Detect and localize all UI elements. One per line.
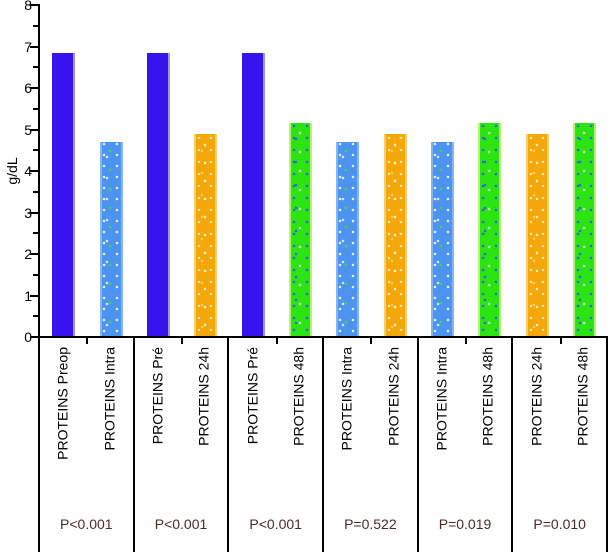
- y-major-tick: [30, 128, 38, 131]
- p-value-label: P<0.001: [154, 516, 208, 532]
- y-minor-tick: [33, 232, 38, 235]
- bar-label: PROTEINS 48h: [290, 347, 307, 446]
- x-axis-line: [38, 336, 608, 338]
- bar-h24: [383, 133, 407, 337]
- x-axis-tick: [86, 338, 89, 344]
- bar-h48: [288, 123, 312, 337]
- y-minor-tick: [33, 190, 38, 193]
- y-tick-label: 2: [24, 246, 32, 262]
- y-minor-tick: [33, 273, 38, 276]
- bar-label: PROTEINS Preop: [54, 347, 71, 460]
- y-tick-label: 0: [24, 329, 32, 345]
- y-major-tick: [30, 87, 38, 89]
- p-value-label: P=0.019: [438, 516, 492, 532]
- y-tick-label: 1: [24, 287, 32, 304]
- group-cell: PROTEINS Intra PROTEINS 24h P=0.522: [322, 338, 417, 552]
- y-tick-label: 3: [24, 204, 32, 221]
- p-value-label: P<0.001: [60, 516, 113, 532]
- y-minor-tick: [33, 24, 38, 27]
- bar-preop: [241, 52, 265, 337]
- group-cell: PROTEINS Pré PROTEINS 24h P<0.001: [132, 338, 228, 552]
- x-axis-tick: [275, 338, 278, 344]
- bar-groups: PROTEINS Preop PROTEINS Intra P<0.001 PROTE…: [38, 338, 608, 552]
- y-major-tick: [30, 4, 38, 6]
- bar-label: PROTEINS Intra: [338, 347, 355, 451]
- bar-intra: [99, 141, 123, 337]
- y-tick-label: 5: [24, 121, 32, 138]
- x-axis-tick: [181, 338, 183, 344]
- bar-label: PROTEINS 24h: [385, 347, 402, 446]
- y-minor-tick: [33, 107, 38, 110]
- bar-intra: [336, 141, 360, 337]
- bar-preop: [52, 52, 76, 337]
- bar-label: PROTEINS Pré: [149, 347, 166, 445]
- x-axis-tick: [559, 338, 562, 344]
- bar-preop: [146, 52, 170, 337]
- y-tick-label: 8: [24, 0, 32, 13]
- bar-intra: [430, 141, 454, 337]
- bar-label: PROTEINS Pré: [244, 347, 260, 445]
- bar-label: PROTEINS 48h: [574, 347, 591, 446]
- bar-h24: [194, 133, 218, 337]
- y-major-tick: [30, 211, 38, 214]
- group-cell: PROTEINS Intra PROTEINS 48h P=0.019: [416, 338, 512, 552]
- y-major-tick: [30, 294, 38, 297]
- p-value-label: P=0.010: [533, 516, 586, 532]
- y-tick-label: 7: [24, 38, 32, 55]
- bar-label: PROTEINS 24h: [195, 347, 212, 446]
- y-tick-label: 4: [24, 163, 32, 179]
- y-minor-tick: [33, 315, 38, 318]
- bar-label: PROTEINS 48h: [479, 347, 496, 446]
- bar-label: PROTEINS Intra: [101, 347, 117, 451]
- y-major-tick: [30, 170, 38, 172]
- x-axis-tick: [465, 338, 468, 344]
- group-cell: PROTEINS 24h PROTEINS 48h P=0.010: [511, 338, 606, 552]
- group-cell: PROTEINS Pré PROTEINS 48h P<0.001: [227, 338, 322, 552]
- bar-label: PROTEINS Intra: [433, 347, 450, 451]
- y-major-tick: [30, 45, 38, 48]
- p-value-label: P<0.001: [249, 516, 302, 532]
- y-minor-tick: [33, 66, 38, 69]
- p-value-label: P=0.522: [344, 516, 397, 532]
- bar-h24: [525, 133, 549, 337]
- bars-layer: [40, 5, 608, 337]
- x-axis-tick: [370, 338, 373, 344]
- y-axis-line: [38, 4, 40, 338]
- bar-h48: [572, 123, 596, 337]
- y-major-tick: [30, 253, 38, 255]
- y-minor-tick: [33, 149, 38, 152]
- bar-label: PROTEINS 24h: [528, 347, 545, 446]
- group-cell: PROTEINS Preop PROTEINS Intra P<0.001: [38, 338, 133, 552]
- y-tick-label: 6: [24, 80, 32, 96]
- bar-h48: [478, 123, 502, 337]
- y-major-tick: [30, 336, 38, 338]
